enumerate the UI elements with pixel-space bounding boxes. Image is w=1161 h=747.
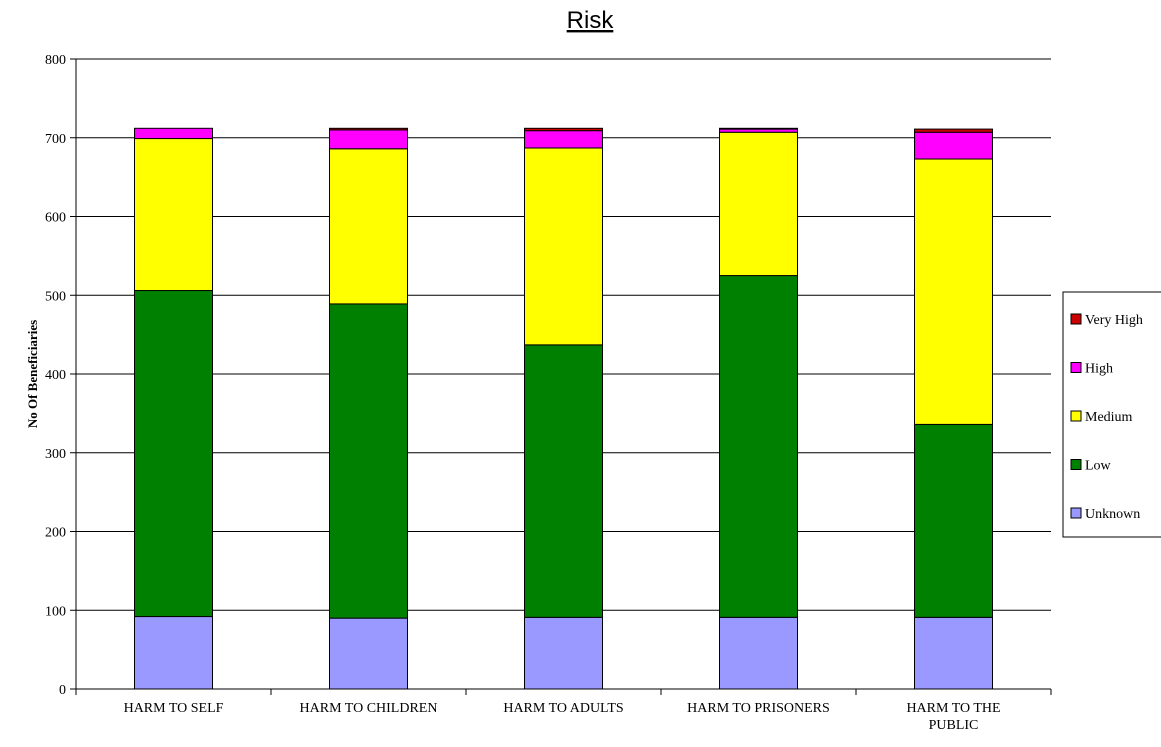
- y-tick-label: 400: [45, 368, 66, 383]
- legend-swatch-low: [1070, 459, 1082, 470]
- legend-label: Unknown: [1085, 507, 1140, 522]
- bar-segment-medium: [719, 131, 798, 277]
- bar-segment-very-high: [329, 127, 408, 131]
- x-category-label: HARM TO SELF: [124, 701, 224, 716]
- legend-swatch-high: [1070, 362, 1082, 373]
- bar-segment-medium: [914, 158, 993, 425]
- bar-segment-unknown: [914, 616, 993, 690]
- y-tick-label: 0: [59, 683, 66, 698]
- bar-segment-low: [329, 303, 408, 619]
- x-category-label: HARM TO ADULTS: [503, 701, 623, 716]
- x-category-label: HARM TO THE: [906, 701, 1000, 716]
- bar-segment-high: [914, 131, 993, 160]
- bar-segment-medium: [134, 138, 213, 292]
- bar-segment-very-high: [524, 127, 603, 132]
- x-category-label: HARM TO PRISONERS: [687, 701, 830, 716]
- x-category-label: PUBLIC: [929, 718, 979, 733]
- y-axis-label: No Of Beneficiaries: [25, 320, 40, 428]
- legend-label: Low: [1085, 459, 1112, 474]
- bar-segment-low: [524, 344, 603, 618]
- y-tick-label: 700: [45, 132, 66, 147]
- y-tick-label: 800: [45, 53, 66, 68]
- y-tick-label: 200: [45, 526, 66, 541]
- bar-segment-medium: [329, 148, 408, 305]
- bar-segment-very-high: [719, 127, 798, 130]
- bar-segment-high: [524, 130, 603, 149]
- bar-segment-low: [134, 290, 213, 618]
- bar-segment-low: [914, 423, 993, 618]
- legend-label: High: [1085, 362, 1113, 377]
- legend-swatch-unknown: [1070, 507, 1082, 519]
- legend-swatch-medium: [1070, 410, 1082, 422]
- bar-segment-very-high: [914, 128, 993, 133]
- legend-label: Medium: [1085, 410, 1133, 425]
- legend: Very High High Medium Low Unknown: [1062, 291, 1161, 538]
- y-tick-label: 100: [45, 604, 66, 619]
- chart-title: Risk: [567, 7, 615, 34]
- legend-swatch-very-high: [1070, 313, 1082, 325]
- bar-segment-unknown: [524, 616, 603, 690]
- bar-segment-unknown: [329, 617, 408, 690]
- bar-segment-high: [329, 129, 408, 150]
- legend-label: Very High: [1085, 313, 1143, 328]
- bar-segment-low: [719, 275, 798, 618]
- bar-segment-high: [134, 127, 213, 140]
- y-tick-label: 600: [45, 211, 66, 226]
- axes: 0 100 200 300 400 500 600 700 800 HARM TO SELF HAR…: [45, 53, 1052, 733]
- y-tick-label: 500: [45, 289, 66, 304]
- bar-segment-unknown: [134, 616, 213, 690]
- bar-segment-unknown: [719, 616, 798, 690]
- bars: [134, 127, 993, 690]
- bar-segment-medium: [524, 147, 603, 346]
- x-category-label: HARM TO CHILDREN: [300, 701, 438, 716]
- y-tick-label: 300: [45, 447, 66, 462]
